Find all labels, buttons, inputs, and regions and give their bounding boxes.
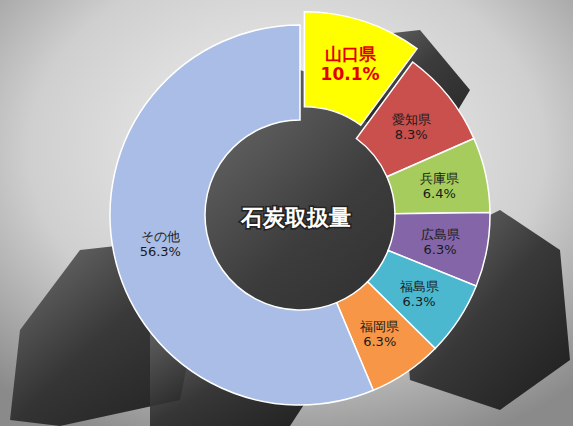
background: [0, 0, 573, 426]
slice: [387, 138, 490, 213]
slice-label: 福岡県6.3%: [360, 319, 399, 349]
value-label: 10.1%: [321, 64, 380, 84]
category-label: 福島県: [400, 279, 439, 294]
title: 石炭取扱量: [240, 205, 351, 230]
slice-label: 福島県6.3%: [400, 279, 439, 309]
slice-label: 愛知県8.3%: [392, 112, 431, 142]
slices: [110, 12, 490, 405]
value-label: 6.4%: [423, 186, 456, 201]
category-label: 広島県: [421, 227, 460, 242]
slice-label: 兵庫県6.4%: [420, 171, 459, 201]
category-label: 福岡県: [360, 319, 399, 334]
value-label: 8.3%: [395, 127, 428, 142]
slice-label: 広島県6.3%: [421, 227, 460, 257]
value-label: 56.3%: [140, 244, 181, 259]
category-label: 山口県: [325, 44, 377, 64]
category-label: 兵庫県: [420, 171, 459, 186]
chart: 山口県10.1%愛知県8.3%兵庫県6.4%広島県6.3%福島県6.3%福岡県6…: [0, 0, 573, 426]
data-labels: 山口県10.1%愛知県8.3%兵庫県6.4%広島県6.3%福島県6.3%福岡県6…: [140, 44, 460, 349]
value-label: 6.3%: [363, 334, 396, 349]
category-label: その他: [141, 229, 180, 244]
value-label: 6.3%: [424, 242, 457, 257]
value-label: 6.3%: [403, 294, 436, 309]
slice-label: その他56.3%: [140, 229, 181, 259]
category-label: 愛知県: [392, 112, 431, 127]
slice-label: 山口県10.1%: [321, 44, 380, 84]
